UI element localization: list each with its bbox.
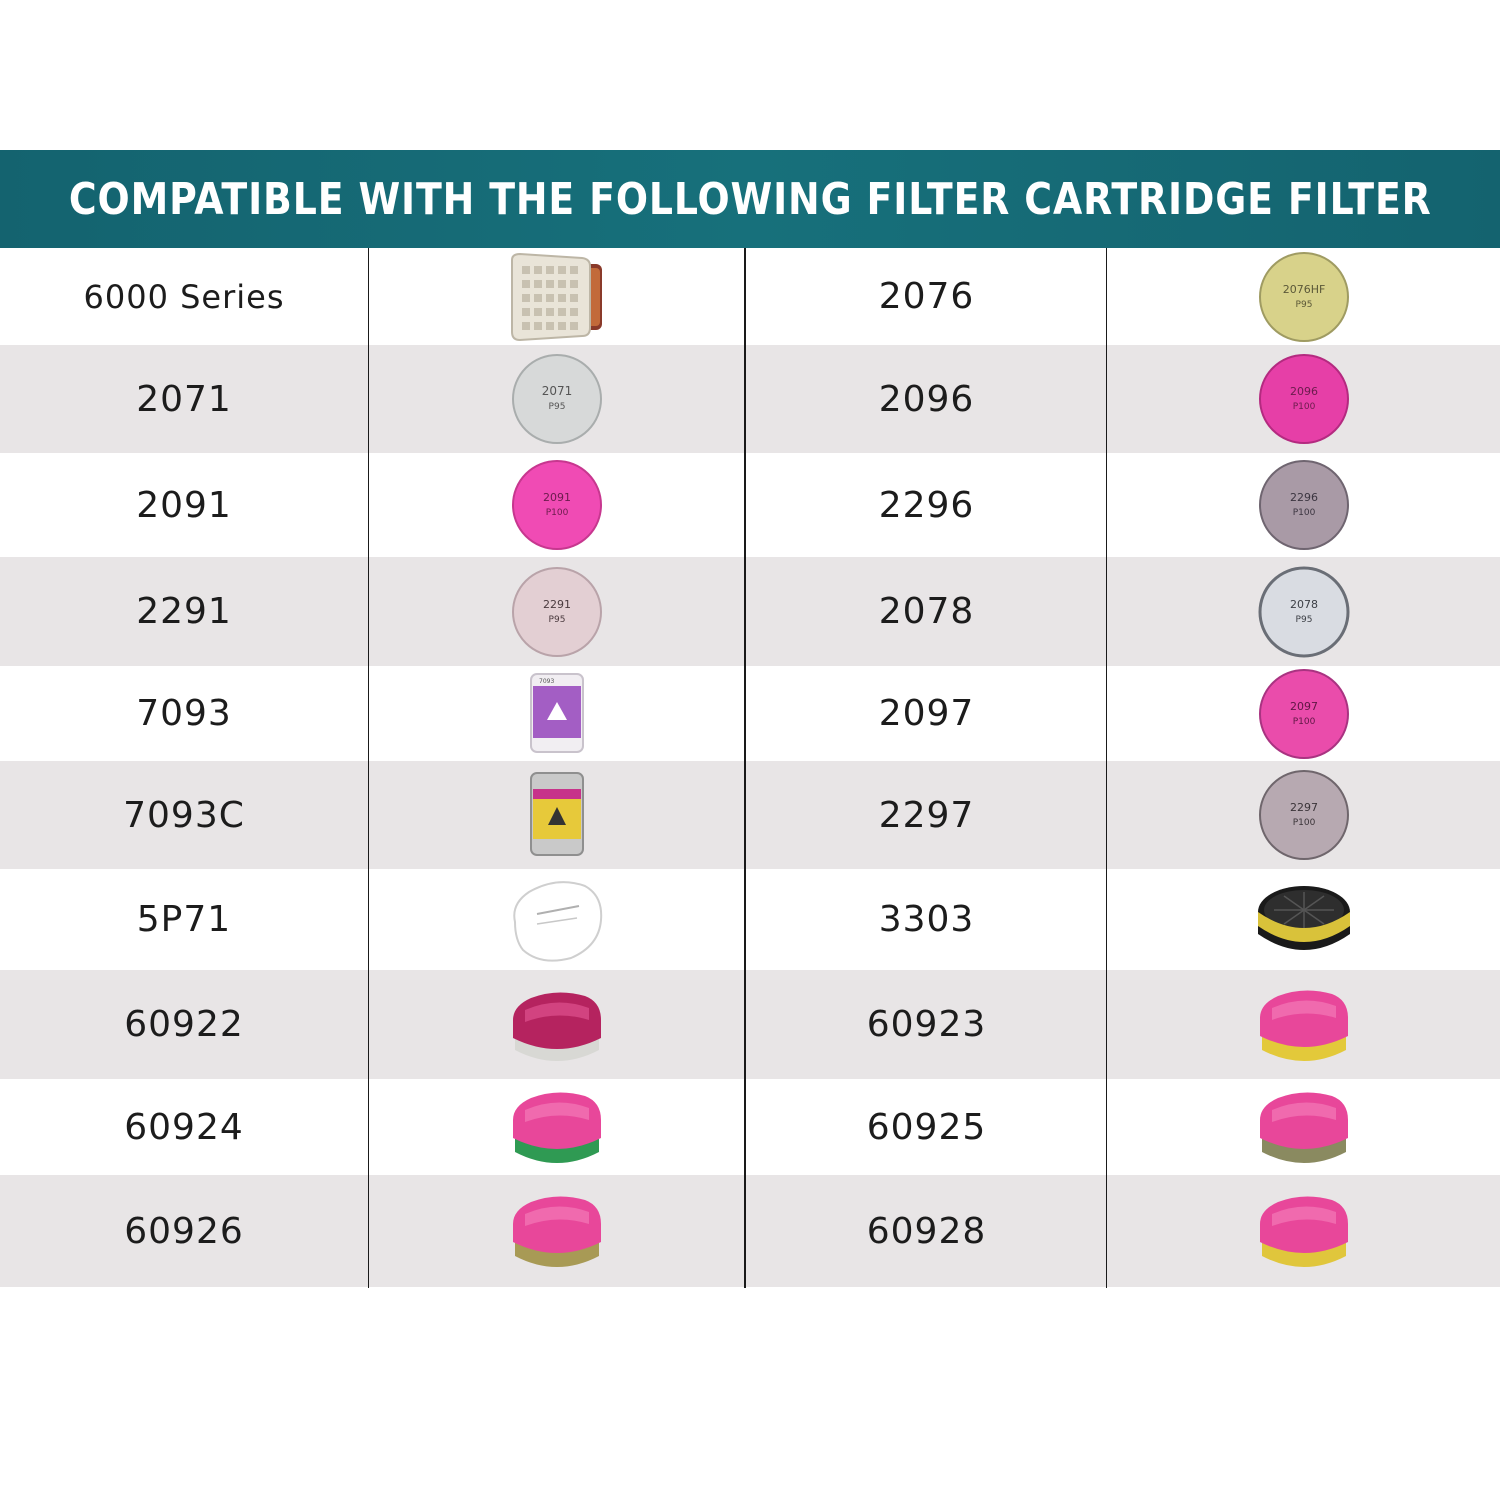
svg-text:P100: P100 bbox=[546, 508, 569, 518]
table-row: 7093 7093 2097 2097 P100 bbox=[0, 666, 1500, 761]
svg-text:P100: P100 bbox=[1292, 818, 1315, 828]
table-row: 60922 60923 bbox=[0, 970, 1500, 1079]
column-divider bbox=[368, 248, 369, 1288]
model-label: 2097 bbox=[878, 693, 975, 734]
svg-text:P95: P95 bbox=[1295, 615, 1312, 625]
cartridge-60928-icon bbox=[1107, 1175, 1500, 1287]
model-label: 2297 bbox=[878, 794, 975, 836]
cartridge-7093c-icon bbox=[369, 761, 745, 869]
filter-disc-2291-icon: 2291 P95 bbox=[369, 557, 745, 666]
svg-text:2096: 2096 bbox=[1290, 385, 1318, 398]
svg-text:P95: P95 bbox=[1295, 300, 1312, 310]
table-row: 60926 60928 bbox=[0, 1175, 1500, 1287]
table-row: 60924 60925 bbox=[0, 1079, 1500, 1175]
column-divider bbox=[1106, 248, 1107, 1288]
table-row: 2291 2291 P95 2078 2078 P95 bbox=[0, 557, 1500, 666]
table-row: 5P71 3303 bbox=[0, 869, 1500, 970]
prefilter-5p71-icon bbox=[369, 869, 745, 970]
table-row: 2071 2071 P95 2096 2096 P100 bbox=[0, 345, 1500, 453]
svg-text:2296: 2296 bbox=[1290, 491, 1318, 504]
model-label: 7093 bbox=[136, 693, 232, 734]
table-row: 7093C 2297 2297 P100 bbox=[0, 761, 1500, 869]
filter-disc-2078-icon: 2078 P95 bbox=[1107, 557, 1500, 666]
model-label: 2091 bbox=[136, 484, 232, 526]
model-label: 60928 bbox=[866, 1210, 987, 1252]
filter-disc-2091-icon: 2091 P100 bbox=[369, 453, 745, 557]
model-label: 60922 bbox=[124, 1004, 244, 1045]
model-label: 2071 bbox=[136, 378, 232, 420]
filter-disc-2297-icon: 2297 P100 bbox=[1107, 761, 1500, 869]
cartridge-60926-icon bbox=[369, 1175, 745, 1287]
svg-text:7093: 7093 bbox=[539, 678, 554, 685]
svg-text:P100: P100 bbox=[1292, 717, 1315, 727]
header-banner: COMPATIBLE WITH THE FOLLOWING FILTER CAR… bbox=[0, 150, 1500, 248]
filter-disc-2071-icon: 2071 P95 bbox=[369, 345, 745, 453]
svg-text:2291: 2291 bbox=[543, 598, 571, 611]
cartridge-60923-icon bbox=[1107, 970, 1500, 1079]
svg-text:P95: P95 bbox=[549, 615, 566, 625]
cartridge-7093-icon: 7093 bbox=[369, 666, 745, 761]
svg-text:2091: 2091 bbox=[543, 491, 571, 504]
model-label: 6000 Series bbox=[83, 277, 285, 316]
svg-text:P100: P100 bbox=[1292, 402, 1315, 412]
model-label: 2291 bbox=[136, 591, 232, 632]
compatibility-table: 6000 Series 2076 2076HF P95 bbox=[0, 248, 1500, 1287]
model-label: 60926 bbox=[124, 1210, 244, 1252]
model-label: 60925 bbox=[866, 1106, 987, 1148]
filter-disc-2296-icon: 2296 P100 bbox=[1107, 453, 1500, 557]
table-row: 2091 2091 P100 2296 2296 P100 bbox=[0, 453, 1500, 557]
cartridge-60925-icon bbox=[1107, 1079, 1500, 1175]
model-label: 60923 bbox=[866, 1004, 987, 1045]
svg-text:2078: 2078 bbox=[1290, 598, 1318, 611]
model-label: 3303 bbox=[878, 899, 975, 940]
model-label: 2096 bbox=[878, 378, 975, 420]
svg-text:2097: 2097 bbox=[1290, 700, 1318, 713]
page-title: COMPATIBLE WITH THE FOLLOWING FILTER CAR… bbox=[68, 173, 1432, 225]
filter-disc-2076-icon: 2076HF P95 bbox=[1107, 248, 1500, 345]
model-label: 7093C bbox=[123, 794, 245, 836]
model-label: 2296 bbox=[878, 484, 975, 526]
svg-text:P95: P95 bbox=[549, 402, 566, 412]
model-label: 2078 bbox=[878, 591, 975, 632]
svg-text:P100: P100 bbox=[1292, 508, 1315, 518]
filter-disc-2097-icon: 2097 P100 bbox=[1107, 666, 1500, 761]
model-label: 60924 bbox=[124, 1106, 244, 1148]
cartridge-3303-icon bbox=[1107, 869, 1500, 970]
svg-text:2076HF: 2076HF bbox=[1282, 283, 1325, 296]
filter-disc-2096-icon: 2096 P100 bbox=[1107, 345, 1500, 453]
table-row: 6000 Series 2076 2076HF P95 bbox=[0, 248, 1500, 345]
svg-text:2297: 2297 bbox=[1290, 801, 1318, 814]
cartridge-60922-icon bbox=[369, 970, 745, 1079]
cartridge-60924-icon bbox=[369, 1079, 745, 1175]
center-divider bbox=[744, 248, 746, 1288]
cartridge-6000-icon bbox=[369, 248, 745, 345]
svg-text:2071: 2071 bbox=[542, 384, 573, 398]
model-label: 2076 bbox=[878, 276, 975, 317]
model-label: 5P71 bbox=[136, 899, 232, 940]
